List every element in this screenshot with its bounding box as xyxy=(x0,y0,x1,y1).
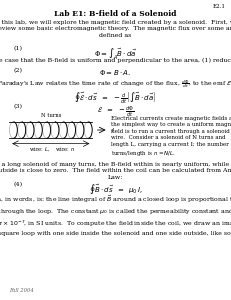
Text: Faraday's Law relates the time rate of change of the flux, $\frac{d\Phi}{dt}$, t: Faraday's Law relates the time rate of c… xyxy=(0,78,231,90)
Text: Electrical currents create magnetic fields and
the simplest way to create a unif: Electrical currents create magnetic fiel… xyxy=(111,116,231,158)
Text: In the case that the B-field is uniform and perpendicular to the area, (1) reduc: In the case that the B-field is uniform … xyxy=(0,58,231,63)
Text: $\mathcal{E} \;\; = \;\; -\frac{d\Phi}{dt}$: $\mathcal{E} \;\; = \;\; -\frac{d\Phi}{d… xyxy=(97,104,134,119)
Text: wire: $n$: wire: $n$ xyxy=(55,146,75,153)
Text: (3): (3) xyxy=(14,104,23,109)
Text: (4): (4) xyxy=(14,182,23,187)
Text: Lab E1: B-field of a Solenoid: Lab E1: B-field of a Solenoid xyxy=(54,10,177,18)
Text: $\oint \vec{B} \cdot d\vec{s} \;\; = \;\; \mu_0 \, I$,: $\oint \vec{B} \cdot d\vec{s} \;\; = \;\… xyxy=(89,182,142,196)
Text: (2): (2) xyxy=(14,68,23,73)
Text: (1): (1) xyxy=(14,46,23,51)
Text: $\oint \vec{\mathcal{E}} \cdot d\vec{s} \;\; = \;\; -\frac{d}{dt}\left[\int \vec: $\oint \vec{\mathcal{E}} \cdot d\vec{s} … xyxy=(74,90,157,106)
Text: In this lab, we will explore the magnetic field created by a solenoid.  First, w: In this lab, we will explore the magneti… xyxy=(0,20,231,38)
Text: For a long solenoid of many turns, the B-field within is nearly uniform, while t: For a long solenoid of many turns, the B… xyxy=(0,162,231,180)
Text: N turns: N turns xyxy=(41,113,61,118)
Text: which, in words, is: the line integral of $\vec{B}$ around a closed loop is prop: which, in words, is: the line integral o… xyxy=(0,194,231,236)
Text: $\Phi = \int_A \vec{B} \cdot d\vec{a}$: $\Phi = \int_A \vec{B} \cdot d\vec{a}$ xyxy=(94,46,137,62)
Text: $\Phi = B \cdot A$.: $\Phi = B \cdot A$. xyxy=(99,68,132,77)
Text: E2.1: E2.1 xyxy=(212,4,225,9)
Text: wire: $L$,: wire: $L$, xyxy=(29,146,50,153)
Text: Fall 2004: Fall 2004 xyxy=(9,288,34,293)
Text: $I$: $I$ xyxy=(111,126,115,134)
